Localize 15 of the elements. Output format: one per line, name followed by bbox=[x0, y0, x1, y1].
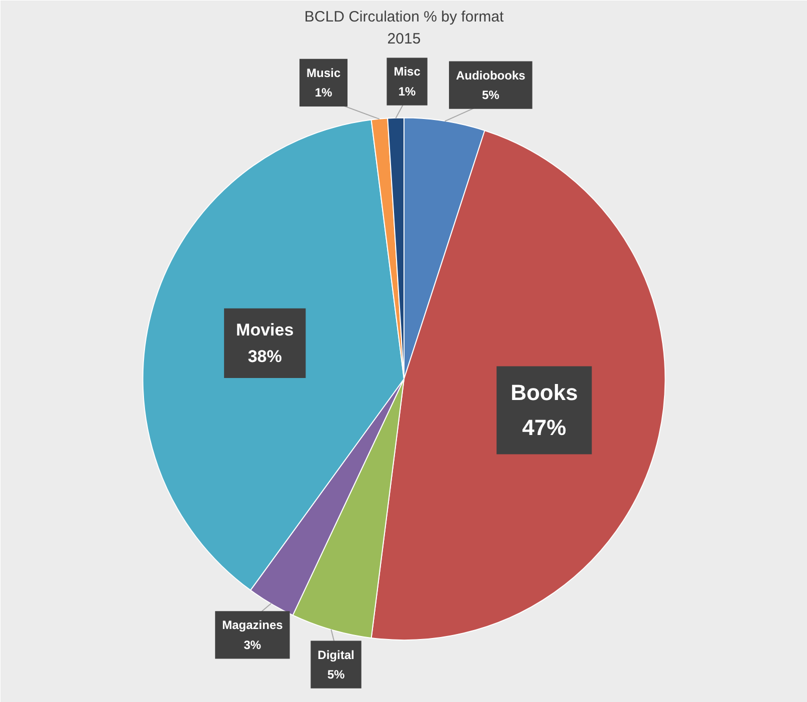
slice-label: Digital bbox=[318, 648, 354, 662]
slice-label: Books bbox=[510, 380, 578, 406]
chart-title: BCLD Circulation % by format 2015 bbox=[304, 8, 504, 48]
data-label: 38% bbox=[248, 347, 282, 366]
slice-label: Music bbox=[306, 66, 341, 80]
data-label: 5% bbox=[482, 88, 500, 102]
data-label: 3% bbox=[244, 638, 262, 652]
slice-label: Misc bbox=[394, 64, 421, 79]
data-label: 5% bbox=[327, 667, 346, 682]
data-label: 1% bbox=[314, 86, 332, 100]
slice-label: Magazines bbox=[222, 618, 284, 632]
data-label: 1% bbox=[398, 84, 416, 98]
data-label: 47% bbox=[522, 415, 566, 440]
slice-label: Movies bbox=[236, 320, 294, 340]
slice-label: Audiobooks bbox=[456, 68, 526, 82]
